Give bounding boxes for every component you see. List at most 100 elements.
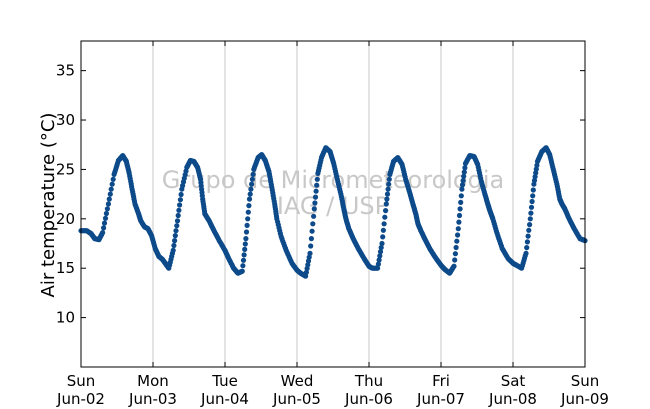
data-point [452,251,458,257]
data-point [241,252,247,258]
x-tick-date: Jun-02 [56,390,105,408]
data-point [380,234,386,240]
y-axis-title: Air temperature (°C) [38,113,59,298]
data-point [458,193,464,199]
data-point [461,173,467,179]
data-point [177,197,183,203]
data-point [176,207,182,213]
data-point [246,196,253,202]
data-point [173,228,179,234]
data-point [379,240,385,247]
x-tick-weekday: Sat [501,372,526,390]
data-point [175,212,181,219]
data-point [311,206,317,212]
y-tick-label: 20 [56,210,75,228]
data-point [313,188,319,194]
data-point [383,208,389,214]
data-point [377,249,384,255]
data-point [384,196,390,202]
plot-frame [80,40,586,368]
data-point [380,227,386,233]
data-point [386,176,392,182]
data-point [312,200,318,206]
data-point [107,191,113,197]
data-point [453,244,459,251]
data-point [104,206,110,212]
data-point [307,250,313,256]
data-point [170,247,176,253]
data-point [110,176,116,182]
data-point [109,181,115,187]
x-tick-date: Jun-04 [200,390,249,408]
data-point [459,182,466,188]
watermark: Grupo de Micrometeorologia IAG / USP [162,166,504,220]
data-point [375,261,381,267]
y-tick-label: 25 [56,160,75,178]
data-point [460,178,466,184]
data-point [382,214,388,220]
y-tick-label: 30 [56,111,75,129]
data-point [383,201,389,207]
data-point [524,245,530,251]
data-point [455,226,461,232]
data-point [249,181,255,187]
x-tick-date: Jun-03 [128,390,177,408]
data-point [242,246,248,252]
data-point [456,212,463,219]
data-point [174,223,180,229]
data-point [527,216,533,222]
vertical-grid [152,41,514,367]
data-point [308,243,314,249]
x-tick-weekday: Tue [211,372,238,390]
watermark-line-2: IAG / USP [277,192,389,220]
data-point [375,265,381,271]
data-point [526,227,532,233]
data-point [452,257,458,263]
x-tick-weekday: Sun [67,372,96,390]
data-point [462,165,468,171]
data-point [376,257,382,263]
data-point [451,263,457,269]
x-tick-date: Jun-09 [560,390,609,408]
x-axis: SunJun-02MonJun-03TueJun-04WedJun-05ThuJ… [56,41,609,408]
data-point [528,204,535,210]
data-point [103,210,109,217]
data-point [239,268,245,274]
data-point [178,191,184,198]
data-point [525,233,531,239]
data-point [240,257,247,263]
data-point [249,176,255,182]
data-point [177,202,183,208]
data-point [459,186,465,192]
data-point [100,230,106,236]
y-tick-label: 15 [56,259,75,277]
y-axis: 10 15 20 25 30 35 [56,62,585,327]
data-point [523,250,529,256]
y-tick-label: 35 [56,62,75,80]
data-point [101,220,108,226]
x-tick-weekday: Wed [281,372,314,390]
data-point [454,238,460,244]
data-point [250,171,256,177]
data-point [314,176,320,182]
data-point [172,238,178,244]
data-point [310,221,316,227]
temperature-series [78,145,588,279]
data-point [174,218,181,224]
data-point [248,186,254,192]
x-tick-weekday: Fri [432,372,450,390]
data-point [240,263,246,269]
watermark-line-1: Grupo de Micrometeorologia [162,166,504,194]
data-point [455,232,461,238]
data-point [386,181,392,187]
data-point [245,209,251,215]
data-point [461,169,467,175]
x-tick-date: Jun-07 [416,390,465,408]
data-point [243,236,249,242]
data-point [101,225,107,231]
data-point [243,229,250,235]
data-point [309,228,315,234]
data-point [529,198,535,205]
data-point [244,222,250,228]
